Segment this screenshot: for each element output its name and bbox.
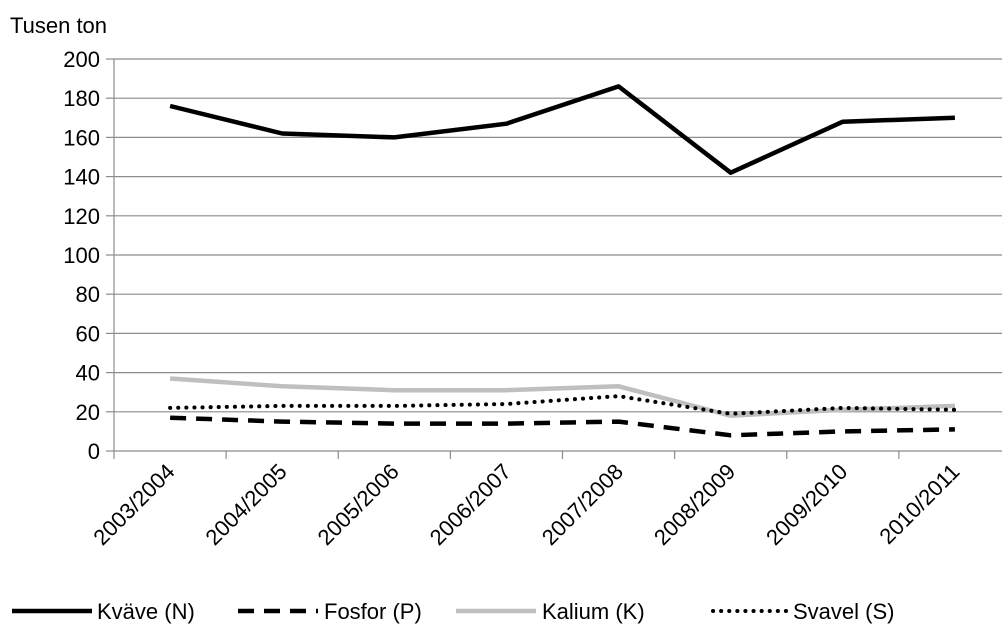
x-tick-label: 2003/2004 — [88, 459, 179, 550]
y-tick-label: 140 — [63, 165, 100, 190]
x-tick-label: 2010/2011 — [874, 459, 964, 549]
y-tick-label: 120 — [63, 204, 100, 229]
x-tick-labels: 2003/2004 2004/2005 2005/2006 2006/2007 2007… — [88, 459, 964, 550]
series-line-4 — [168, 394, 957, 416]
series-line-2 — [170, 415, 955, 438]
y-tick-label: 40 — [76, 361, 100, 386]
y-tick-label: 200 — [63, 47, 100, 72]
x-tick-label: 2007/2008 — [537, 459, 628, 550]
y-tick-labels: 0 20 40 60 80 100 120 140 160 180 200 — [63, 47, 100, 464]
y-tick-label: 160 — [63, 125, 100, 150]
x-tick-label: 2009/2010 — [761, 459, 852, 550]
legend-label: Svavel (S) — [793, 599, 894, 624]
gridlines — [106, 58, 1002, 452]
legend: Kväve (N) Fosfor (P) Kalium (K) Svavel (S) — [12, 599, 894, 624]
axes — [113, 59, 1002, 459]
x-tick-label: 2008/2009 — [649, 459, 740, 550]
x-tick-label: 2005/2006 — [313, 459, 404, 550]
series-lines — [168, 84, 957, 438]
y-tick-label: 0 — [88, 439, 100, 464]
y-tick-label: 100 — [63, 243, 100, 268]
y-tick-label: 180 — [63, 86, 100, 111]
series-line-3 — [169, 376, 955, 418]
legend-label: Kväve (N) — [97, 599, 195, 624]
legend-label: Kalium (K) — [542, 599, 645, 624]
series-line-1 — [169, 84, 955, 175]
legend-label: Fosfor (P) — [324, 599, 422, 624]
x-tick-label: 2006/2007 — [425, 459, 516, 550]
y-tick-label: 20 — [76, 400, 100, 425]
y-axis-label: Tusen ton — [10, 13, 107, 38]
y-tick-label: 60 — [76, 321, 100, 346]
x-tick-label: 2004/2005 — [201, 459, 292, 550]
y-tick-label: 80 — [76, 282, 100, 307]
